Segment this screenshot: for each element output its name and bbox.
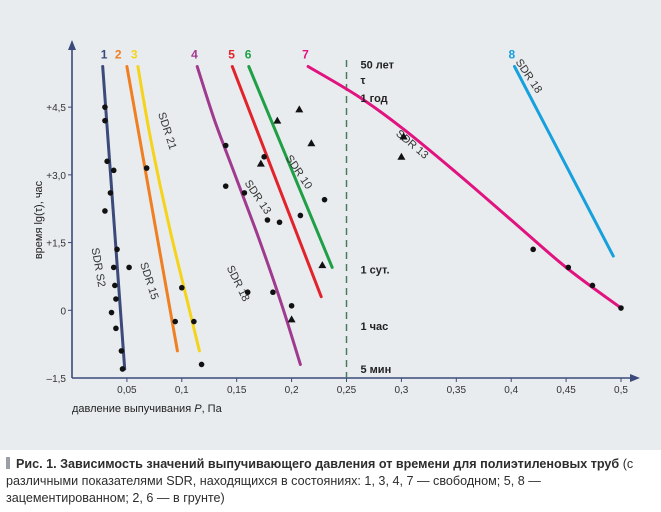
x-tick-label: 0,4 [504, 385, 518, 396]
y-tick-label: +1,5 [46, 239, 66, 250]
data-point-triangle [273, 116, 282, 124]
data-point-circle [276, 219, 283, 226]
data-point-circle [110, 167, 117, 174]
series-line-5 [230, 65, 323, 299]
data-point-circle [104, 158, 110, 165]
series-line-8 [513, 65, 615, 258]
time-marker: 1 год [361, 93, 388, 105]
x-axis-title: давление выпучивания P, Па [72, 403, 223, 415]
series-line-7 [306, 65, 623, 310]
data-point-circle [618, 305, 624, 311]
figure-caption: Рис. 1. Зависимость значений выпучивающе… [6, 456, 656, 507]
time-marker: 50 лет [361, 59, 395, 71]
series-line-1 [101, 65, 127, 371]
data-point-triangle [287, 315, 296, 323]
x-tick-label: 0,45 [556, 385, 576, 396]
data-point-circle [172, 318, 179, 325]
data-point-triangle [295, 105, 304, 113]
caption-text: (с различными показателями SDR, находящи… [6, 457, 634, 505]
x-tick-label: 0,2 [285, 385, 299, 396]
curve-number-4: 4 [191, 48, 198, 62]
data-point-circle [108, 309, 115, 316]
sdr-label-8: SDR 18 [513, 57, 544, 96]
x-tick-label: 0,35 [447, 385, 467, 396]
series-line-4 [195, 65, 302, 366]
data-point-triangle [399, 132, 408, 140]
data-point-triangle [318, 261, 327, 269]
y-axis-arrow [68, 40, 76, 50]
data-point-circle [126, 264, 132, 271]
data-point-circle [107, 190, 114, 196]
x-tick-label: 0,1 [175, 385, 189, 396]
x-tick-label: 0,3 [394, 385, 408, 396]
sdr-label-1: SDR S2 [89, 247, 108, 288]
data-point-circle [198, 361, 205, 368]
sdr-label-2: SDR 15 [137, 261, 160, 301]
chart: +4,5 +3,0 +1,5 0 –1,5 0,05 0,1 0,15 0,2 0,25 0,3 0,… [33, 40, 640, 415]
data-point-circle [264, 217, 271, 223]
data-point-circle [119, 366, 126, 372]
data-point-circle [102, 208, 108, 214]
data-point-circle [270, 289, 276, 296]
data-point-circle [112, 282, 118, 289]
data-point-circle [113, 296, 119, 302]
curve-number-3: 3 [131, 48, 138, 62]
x-tick-label: 0,5 [614, 385, 628, 396]
time-marker: 1 час [361, 321, 389, 333]
time-marker: τ [361, 75, 366, 87]
curve-number-2: 2 [115, 48, 122, 62]
data-point-circle [321, 196, 328, 203]
data-point-triangle [397, 152, 406, 160]
data-point-circle [222, 183, 229, 189]
curve-number-5: 5 [228, 48, 235, 62]
series-line-6 [247, 65, 334, 269]
data-point-circle [118, 348, 125, 354]
data-point-circle [589, 282, 596, 289]
data-point-circle [261, 154, 267, 160]
y-axis-title: время lg(τ), час [33, 180, 45, 259]
caption-marker [6, 457, 10, 469]
data-point-circle [297, 212, 304, 219]
x-axis-arrow [630, 374, 640, 382]
curve-number-6: 6 [245, 48, 252, 62]
y-tick-label: 0 [60, 306, 66, 317]
data-point-circle [114, 246, 120, 253]
data-point-circle [565, 264, 572, 271]
curve-number-1: 1 [101, 48, 108, 62]
data-point-circle [222, 142, 229, 149]
data-point-circle [191, 318, 197, 325]
data-point-circle [244, 289, 251, 296]
data-point-circle [102, 104, 108, 110]
y-tick-label: –1,5 [47, 374, 67, 385]
data-point-triangle [256, 159, 265, 167]
sdr-label-3: SDR 21 [155, 111, 178, 151]
sdr-label-5: SDR 13 [242, 178, 273, 217]
figure-panel: +4,5 +3,0 +1,5 0 –1,5 0,05 0,1 0,15 0,2 0,25 0,3 0,… [0, 0, 661, 450]
sdr-label-4: SDR 18 [224, 264, 252, 304]
y-tick-label: +3,0 [46, 171, 66, 182]
data-point-triangle [307, 139, 316, 147]
data-point-circle [288, 302, 295, 309]
curve-number-7: 7 [302, 48, 309, 62]
data-point-circle [113, 325, 119, 332]
series-line-2 [125, 65, 179, 353]
time-marker: 5 мин [361, 364, 392, 376]
data-point-circle [530, 246, 536, 253]
data-point-circle [241, 190, 248, 196]
data-point-circle [143, 165, 150, 171]
caption-lead: Рис. 1. Зависимость значений выпучивающе… [16, 457, 620, 471]
data-point-circle [179, 284, 185, 291]
data-point-circle [102, 117, 108, 124]
time-marker: 1 сут. [361, 265, 390, 277]
x-tick-label: 0,15 [227, 385, 247, 396]
curve-number-8: 8 [508, 48, 515, 62]
x-tick-label: 0,25 [337, 385, 357, 396]
x-tick-label: 0,05 [117, 385, 137, 396]
data-point-circle [110, 264, 117, 271]
y-tick-label: +4,5 [46, 103, 66, 114]
